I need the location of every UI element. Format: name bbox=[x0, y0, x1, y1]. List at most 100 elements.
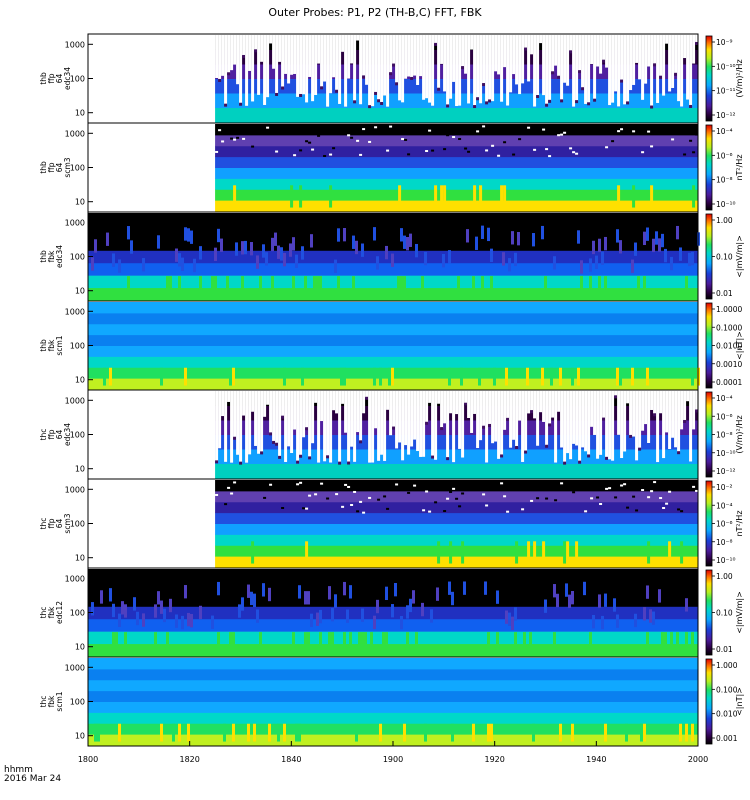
panel-label: thc bbox=[39, 429, 48, 441]
panel-label: scm1 bbox=[55, 691, 64, 711]
y-tick-label: 1000 bbox=[65, 129, 85, 138]
colorbar bbox=[705, 213, 713, 300]
colorbar-tick-label: 10⁻¹⁰ bbox=[716, 556, 736, 565]
colorbar-tick-label: 1.0000 bbox=[716, 305, 742, 314]
x-tick-label: 1920 bbox=[484, 755, 504, 764]
colorbar bbox=[705, 124, 713, 211]
colorbar-tick-label: 10⁻¹⁰ bbox=[716, 62, 736, 71]
colorbar bbox=[705, 569, 713, 656]
x-tick-label: 1820 bbox=[179, 755, 199, 764]
y-tick-label: 1000 bbox=[65, 218, 85, 227]
x-tick-label: 1940 bbox=[586, 755, 606, 764]
colorbar-label: <|mV/m|> bbox=[735, 235, 744, 278]
spectrogram-panel: 10 100 1000 thc fbk scm1 1.000 0.100 0.010 0.001 <… bbox=[39, 656, 744, 747]
y-tick-label: 10 bbox=[75, 109, 85, 118]
colorbar-tick-label: 10⁻⁸ bbox=[716, 538, 733, 547]
y-tick-label: 100 bbox=[70, 164, 85, 173]
colorbar-tick-label: 0.0001 bbox=[716, 378, 742, 387]
colorbar-label: (V/m)²/Hz bbox=[735, 59, 744, 97]
colorbar-tick-label: 10⁻⁸ bbox=[716, 431, 733, 440]
panel-label: thb bbox=[39, 250, 48, 263]
y-tick-label: 1000 bbox=[65, 307, 85, 316]
colorbar-tick-label: 10⁻¹⁰ bbox=[716, 449, 736, 458]
panel-label: 64 bbox=[55, 74, 64, 84]
spectrogram-panel: 10 100 1000 thb ffp 64 scm3 10⁻⁴ 10⁻⁶ 10⁻⁸ 10⁻¹⁰ nT… bbox=[39, 122, 744, 213]
colorbar-tick-label: 10⁻⁸ bbox=[716, 176, 733, 185]
spectrogram-panel: 10 100 1000 thb fbk scm1 1.0000 0.1000 0.0100 0.0… bbox=[39, 300, 744, 391]
spectrogram-image bbox=[88, 213, 700, 301]
spectrogram-image bbox=[215, 124, 699, 212]
panel-label: edc34 bbox=[63, 67, 72, 90]
colorbar-label: nT²/Hz bbox=[735, 154, 744, 180]
colorbar bbox=[705, 35, 713, 122]
colorbar-tick-label: 10⁻¹⁰ bbox=[716, 200, 736, 209]
spectrogram-image bbox=[215, 480, 699, 568]
colorbar-label: <|nT|> bbox=[735, 687, 744, 716]
colorbar-tick-label: 0.0100 bbox=[716, 342, 742, 351]
y-tick-label: 100 bbox=[70, 609, 85, 618]
y-tick-label: 100 bbox=[70, 342, 85, 351]
panel-label: ffp bbox=[47, 429, 56, 439]
panel-label: ffp bbox=[47, 73, 56, 83]
y-tick-label: 100 bbox=[70, 698, 85, 707]
colorbar-tick-label: 10⁻⁶ bbox=[716, 520, 733, 529]
y-tick-label: 1000 bbox=[65, 574, 85, 583]
colorbar-tick-label: 0.01 bbox=[716, 645, 733, 654]
panel-label: fbk bbox=[47, 250, 56, 262]
colorbar-tick-label: 10⁻¹¹ bbox=[716, 87, 736, 96]
spectrogram-image bbox=[215, 35, 699, 123]
colorbar-tick-label: 10⁻⁴ bbox=[716, 394, 733, 403]
y-tick-label: 1000 bbox=[65, 663, 85, 672]
panel-label: ffp bbox=[47, 518, 56, 528]
colorbar-tick-label: 1.00 bbox=[716, 572, 733, 581]
panel-label: edc34 bbox=[63, 423, 72, 446]
y-tick-label: 10 bbox=[75, 465, 85, 474]
y-tick-label: 100 bbox=[70, 253, 85, 262]
colorbar-tick-label: 10⁻⁶ bbox=[716, 151, 733, 160]
colorbar-label: (V/m)²/Hz bbox=[735, 415, 744, 453]
spectrogram-image bbox=[88, 302, 700, 390]
spectrogram-panel: 10 100 1000 thc ffp 64 scm3 10⁻² 10⁻⁴ 10⁻⁶ 10⁻⁸ 10⁻… bbox=[39, 478, 744, 569]
panel-label: scm1 bbox=[55, 335, 64, 355]
y-tick-label: 1000 bbox=[65, 485, 85, 494]
colorbar-tick-label: 0.1000 bbox=[716, 323, 742, 332]
panel-label: thb bbox=[39, 72, 48, 85]
y-tick-label: 10 bbox=[75, 198, 85, 207]
y-tick-label: 1000 bbox=[65, 396, 85, 405]
panel-label: thc bbox=[39, 696, 48, 708]
spectrogram-panel: 10 100 1000 thc fbk edc12 1.00 0.10 0.01 <|mV/m|> bbox=[39, 567, 744, 658]
panel-label: scm3 bbox=[63, 157, 72, 177]
y-tick-label: 10 bbox=[75, 732, 85, 741]
colorbar-label: <|mV/m|> bbox=[735, 591, 744, 634]
panel-label: fbk bbox=[47, 606, 56, 618]
colorbar-tick-label: 10⁻⁶ bbox=[716, 412, 733, 421]
colorbar bbox=[705, 391, 713, 478]
page-title: Outer Probes: P1, P2 (TH-B,C) FFT, FBK bbox=[268, 6, 482, 19]
colorbar-tick-label: 0.10 bbox=[716, 253, 733, 262]
panel-label: thb bbox=[39, 339, 48, 352]
colorbar-tick-label: 0.010 bbox=[716, 710, 738, 719]
panel-label: thc bbox=[39, 607, 48, 619]
colorbar-tick-label: 0.01 bbox=[716, 289, 733, 298]
panel-label: ffp bbox=[47, 162, 56, 172]
y-tick-label: 10 bbox=[75, 287, 85, 296]
colorbar-label: nT²/Hz bbox=[735, 510, 744, 536]
colorbar-tick-label: 1.00 bbox=[716, 216, 733, 225]
y-tick-label: 100 bbox=[70, 520, 85, 529]
panel-label: scm3 bbox=[63, 513, 72, 533]
panel-label: 64 bbox=[55, 163, 64, 173]
x-tick-label: 2000 bbox=[688, 755, 708, 764]
colorbar bbox=[705, 302, 713, 389]
colorbar-tick-label: 10⁻¹² bbox=[716, 111, 736, 120]
date-label: 2016 Mar 24 bbox=[4, 774, 62, 784]
panel-label: fbk bbox=[47, 339, 56, 351]
panel-label: 64 bbox=[55, 519, 64, 529]
y-tick-label: 10 bbox=[75, 643, 85, 652]
colorbar-tick-label: 10⁻⁴ bbox=[716, 501, 733, 510]
y-tick-label: 10 bbox=[75, 376, 85, 385]
x-tick-label: 1840 bbox=[281, 755, 301, 764]
colorbar bbox=[705, 658, 713, 745]
colorbar-tick-label: 10⁻⁴ bbox=[716, 127, 733, 136]
colorbar-tick-label: 10⁻² bbox=[716, 483, 733, 492]
